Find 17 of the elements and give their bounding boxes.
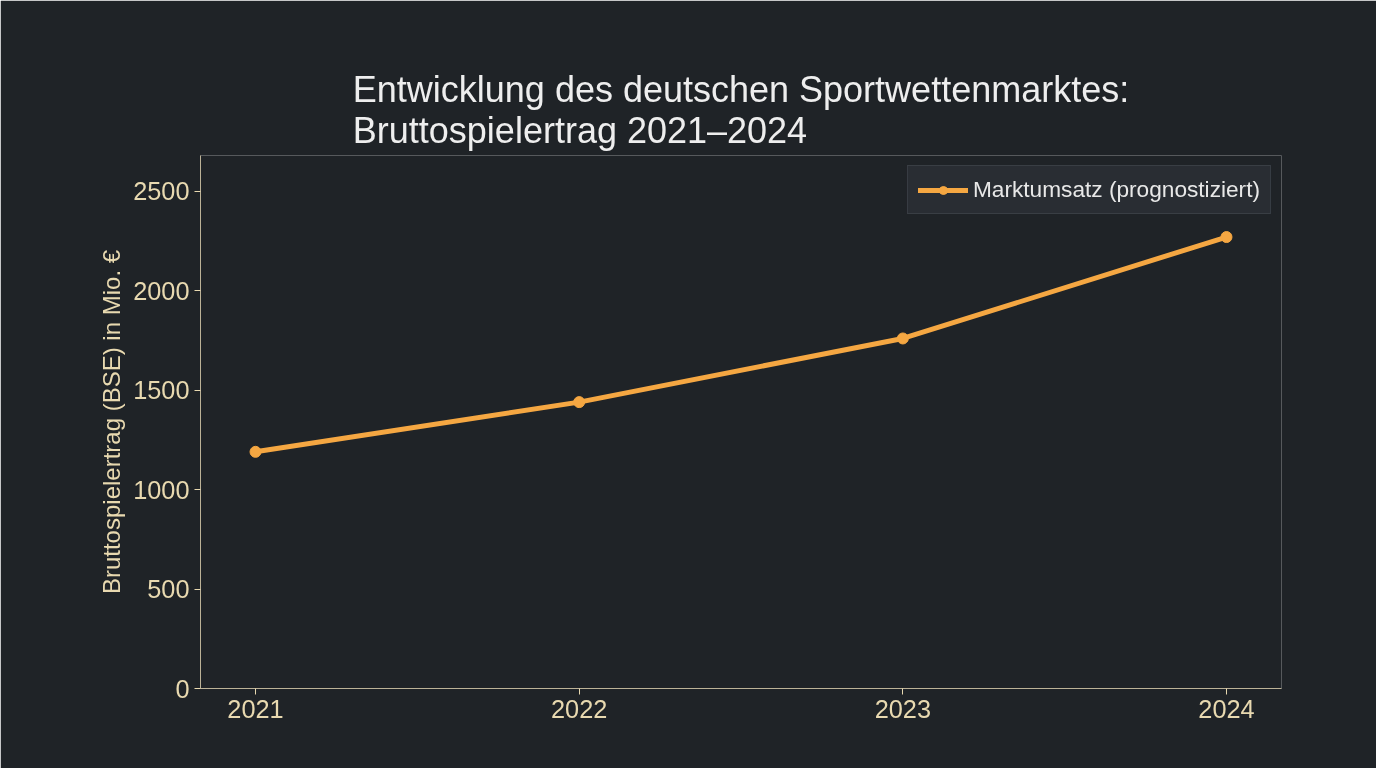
chart-title: Entwicklung des deutschen Sportwettenmarktes: Bruttospielertrag 2021–2024 — [352, 68, 1130, 151]
x-tick-label: 2022 — [551, 694, 608, 723]
point — [896, 332, 909, 345]
x-tick-label: 2023 — [874, 694, 932, 723]
y-tick-label: 1500 — [133, 376, 190, 405]
y-axis-title: Bruttospielertrag (BSE) in Mio. € — [98, 249, 126, 595]
y-tick-label: 0 — [175, 674, 190, 703]
legend-label: Marktumsatz (prognostiziert) — [972, 176, 1260, 203]
y-tick-label: 500 — [147, 575, 190, 604]
point — [573, 396, 586, 409]
point — [249, 445, 262, 458]
y-tick-label: 1000 — [133, 475, 190, 504]
y-tick-label: 2000 — [133, 276, 190, 305]
x-tick-label: 2021 — [227, 694, 284, 723]
y-tick-label: 2500 — [133, 177, 190, 206]
x-tick-label: 2024 — [1198, 694, 1255, 723]
point — [1220, 231, 1233, 244]
